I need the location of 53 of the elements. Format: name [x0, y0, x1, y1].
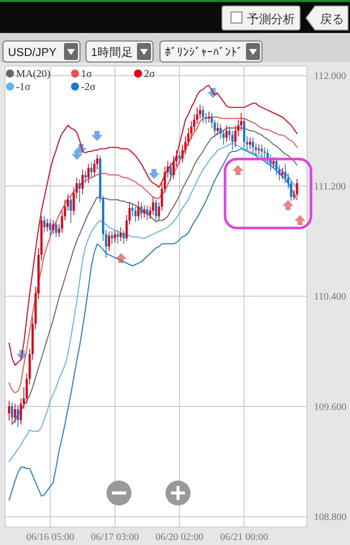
text: 1時間足 — [91, 46, 134, 59]
candlestick — [258, 144, 260, 155]
candlestick — [116, 230, 119, 244]
text: 戻る — [320, 12, 344, 26]
candlestick — [108, 231, 110, 252]
candlestick — [10, 402, 14, 425]
y-tick-label: 112.000 — [314, 71, 346, 82]
candlestick — [110, 231, 114, 244]
chart-title: USD/JPY — [8, 47, 57, 59]
candlestick — [8, 400, 10, 421]
x-tick-label: 06/17 03:00 — [90, 532, 139, 543]
text: 予測分析 — [247, 12, 295, 26]
candlestick — [70, 195, 72, 224]
candlestick — [122, 230, 125, 244]
candlestick — [281, 168, 284, 180]
candlestick — [134, 206, 137, 222]
candlestick — [16, 404, 20, 428]
candlestick — [178, 151, 181, 164]
candlestick — [49, 218, 52, 236]
x-tick-label: 06/20 02:00 — [155, 532, 204, 543]
candlestick — [43, 216, 46, 234]
legend-label: -1σ — [16, 82, 31, 93]
candlestick — [46, 218, 48, 232]
candlestick — [143, 204, 146, 218]
legend-label: 1σ — [81, 69, 92, 80]
candlestick — [114, 230, 116, 243]
candlestick — [202, 106, 204, 123]
candlestick — [170, 162, 172, 181]
candlestick — [52, 220, 54, 235]
candlestick — [208, 111, 210, 123]
candlestick — [55, 221, 58, 238]
candlestick — [216, 122, 219, 136]
legend-label: -2σ — [81, 82, 96, 93]
candlestick — [140, 202, 142, 220]
y-tick-label: 111.200 — [314, 181, 346, 192]
y-tick-label: 108.800 — [314, 512, 346, 524]
legend-label: MA(20) — [16, 69, 51, 80]
candlestick — [146, 204, 148, 221]
candlestick — [278, 164, 280, 181]
candlestick — [243, 118, 246, 148]
line-series — [8, 84, 298, 366]
candlestick — [120, 226, 122, 242]
x-tick-label: 06/21 00:00 — [220, 532, 268, 543]
x-tick-label: 06/16 05:00 — [26, 532, 74, 543]
text: ﾎﾞﾘﾝｼﾞｬｰﾊﾞﾝﾄﾞ — [165, 46, 243, 59]
candlestick — [14, 403, 16, 424]
y-tick-label: 109.600 — [314, 402, 346, 413]
candlestick — [78, 178, 81, 203]
candlestick — [272, 156, 275, 168]
candlestick — [296, 178, 298, 198]
y-tick-label: 110.400 — [314, 292, 346, 303]
candlestick — [260, 144, 263, 158]
legend-label: 2σ — [144, 69, 156, 80]
